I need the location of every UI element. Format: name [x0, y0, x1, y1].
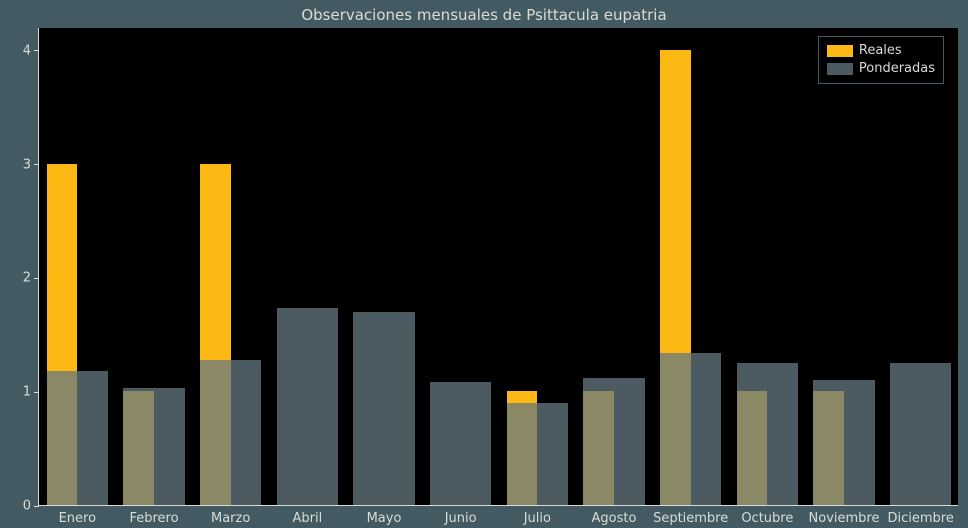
ytick-label: 3: [23, 157, 39, 172]
bar-ponderadas: [277, 308, 338, 505]
xtick-label: Noviembre: [809, 505, 880, 526]
legend: RealesPonderadas: [818, 36, 944, 84]
ytick-label: 4: [23, 43, 39, 58]
legend-item: Ponderadas: [827, 60, 935, 78]
xtick-label: Julio: [524, 505, 551, 526]
bar-ponderadas: [353, 312, 414, 505]
xtick-label: Mayo: [367, 505, 402, 526]
legend-item: Reales: [827, 42, 935, 60]
xtick-label: Enero: [59, 505, 96, 526]
chart-title: Observaciones mensuales de Psittacula eu…: [0, 6, 968, 24]
xtick-label: Febrero: [129, 505, 178, 526]
bar-ponderadas: [507, 403, 568, 505]
ytick-label: 2: [23, 271, 39, 286]
bar-ponderadas: [890, 363, 951, 505]
xtick-label: Agosto: [592, 505, 637, 526]
legend-swatch: [827, 45, 853, 57]
figure: Observaciones mensuales de Psittacula eu…: [0, 0, 968, 528]
legend-label: Reales: [859, 42, 902, 60]
bar-ponderadas: [123, 388, 184, 505]
bar-ponderadas: [660, 353, 721, 506]
ytick-label: 1: [23, 385, 39, 400]
bar-ponderadas: [430, 382, 491, 505]
bar-ponderadas: [813, 380, 874, 505]
xtick-label: Abril: [292, 505, 322, 526]
chart-axes: RealesPonderadas 01234EneroFebreroMarzoA…: [38, 28, 958, 506]
bar-ponderadas: [583, 378, 644, 505]
xtick-label: Diciembre: [887, 505, 953, 526]
bar-ponderadas: [200, 360, 261, 505]
xtick-label: Octubre: [741, 505, 793, 526]
xtick-label: Marzo: [211, 505, 250, 526]
bar-ponderadas: [47, 371, 108, 505]
legend-label: Ponderadas: [859, 60, 935, 78]
ytick-label: 0: [23, 499, 39, 514]
xtick-label: Junio: [445, 505, 477, 526]
bar-ponderadas: [737, 363, 798, 505]
legend-swatch: [827, 63, 853, 75]
xtick-label: Septiembre: [653, 505, 728, 526]
